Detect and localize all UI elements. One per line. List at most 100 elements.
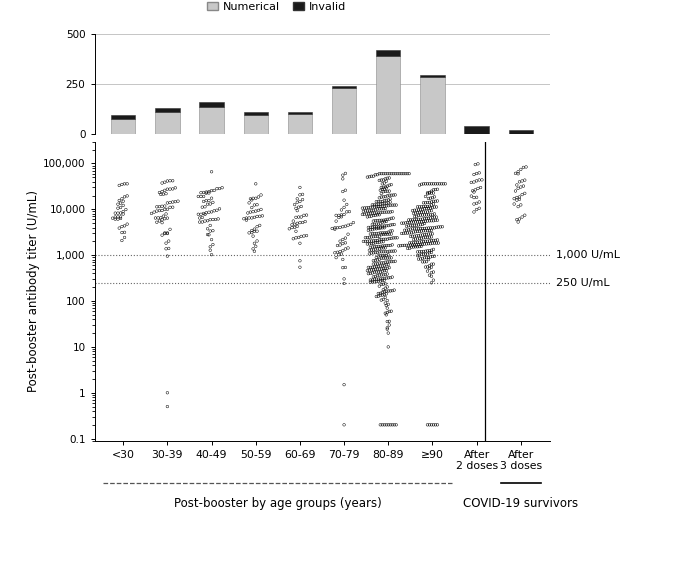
Point — [377, 262, 388, 271]
Point — [471, 176, 482, 185]
Point — [514, 215, 525, 224]
Point — [376, 258, 387, 267]
Point — [364, 172, 375, 181]
Point — [379, 258, 391, 267]
Point — [332, 241, 343, 250]
Point — [379, 182, 391, 192]
Point — [374, 264, 385, 273]
Point — [366, 266, 377, 275]
Point — [151, 218, 162, 227]
Point — [422, 233, 433, 242]
Point — [396, 229, 407, 238]
Point — [416, 202, 427, 211]
Point — [411, 221, 422, 230]
Point — [425, 203, 436, 212]
Point — [409, 224, 420, 233]
Point — [372, 223, 384, 232]
Point — [421, 204, 432, 213]
Point — [476, 175, 487, 184]
Point — [381, 251, 392, 260]
Point — [386, 214, 397, 223]
Point — [337, 187, 349, 196]
Point — [248, 194, 259, 203]
Point — [413, 206, 424, 215]
Point — [164, 176, 176, 185]
Point — [376, 205, 387, 214]
Point — [468, 177, 480, 186]
Point — [425, 194, 436, 203]
Point — [160, 210, 172, 219]
Point — [367, 220, 378, 229]
Point — [194, 218, 205, 227]
Point — [385, 241, 396, 250]
Point — [423, 224, 434, 233]
Point — [157, 215, 168, 224]
Point — [374, 224, 386, 233]
Point — [388, 214, 399, 223]
Point — [164, 203, 176, 212]
Point — [241, 216, 252, 225]
Point — [382, 303, 393, 312]
Point — [381, 273, 392, 282]
Point — [206, 186, 217, 195]
Point — [374, 197, 386, 206]
Point — [116, 228, 127, 237]
Point — [409, 212, 420, 221]
Point — [391, 420, 402, 429]
Point — [424, 233, 435, 242]
Point — [195, 188, 206, 197]
Point — [414, 251, 425, 260]
Point — [424, 202, 435, 211]
Point — [411, 212, 422, 221]
Point — [379, 251, 390, 260]
Point — [377, 267, 388, 276]
Point — [369, 242, 380, 251]
Point — [248, 207, 259, 216]
Point — [374, 216, 385, 225]
Point — [242, 208, 253, 218]
Point — [374, 289, 386, 298]
Point — [257, 211, 268, 220]
Point — [404, 228, 415, 237]
Point — [172, 197, 183, 206]
Point — [366, 172, 377, 181]
Point — [365, 229, 376, 238]
Point — [514, 195, 525, 204]
Point — [509, 199, 520, 208]
Point — [199, 202, 211, 211]
Point — [372, 242, 384, 251]
Point — [370, 205, 381, 214]
Point — [382, 264, 393, 273]
Point — [405, 232, 416, 241]
Point — [385, 194, 396, 203]
Bar — [332, 86, 356, 88]
Point — [407, 241, 418, 250]
Point — [379, 244, 391, 253]
Point — [374, 259, 385, 268]
Point — [348, 218, 359, 227]
Point — [372, 232, 383, 241]
Point — [369, 200, 380, 209]
Point — [216, 183, 228, 192]
Point — [157, 218, 168, 227]
Point — [377, 228, 388, 237]
Point — [412, 202, 423, 211]
Point — [163, 237, 174, 246]
Point — [244, 214, 255, 223]
Point — [468, 170, 480, 179]
Point — [335, 241, 346, 250]
Point — [512, 167, 524, 176]
Point — [294, 197, 305, 206]
Point — [414, 208, 425, 217]
Point — [411, 224, 422, 233]
Point — [378, 258, 389, 267]
Point — [384, 263, 395, 272]
Point — [246, 226, 258, 235]
Point — [297, 190, 308, 199]
Point — [379, 293, 391, 302]
Point — [423, 253, 434, 262]
Point — [290, 233, 302, 242]
Point — [364, 233, 375, 242]
Point — [426, 236, 437, 245]
Point — [374, 420, 386, 429]
